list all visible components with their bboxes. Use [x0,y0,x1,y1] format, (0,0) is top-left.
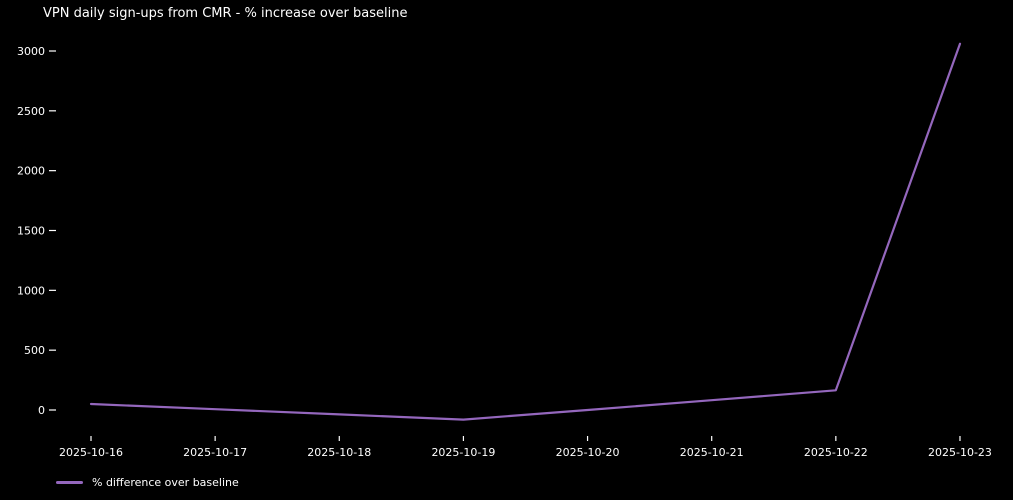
x-tick-label: 2025-10-22 [804,446,868,459]
y-tick-label: 500 [24,344,45,357]
y-tick-label: 2500 [17,105,45,118]
x-tick-label: 2025-10-21 [680,446,744,459]
legend: % difference over baseline [56,476,239,489]
y-tick-label: 0 [38,404,45,417]
legend-label: % difference over baseline [92,476,239,489]
x-tick-label: 2025-10-18 [307,446,371,459]
legend-line-swatch [56,481,83,484]
x-tick-label: 2025-10-19 [431,446,495,459]
y-tick-label: 2000 [17,165,45,178]
x-tick-label: 2025-10-20 [556,446,620,459]
y-tick-label: 1500 [17,225,45,238]
x-tick-label: 2025-10-23 [928,446,992,459]
x-tick-label: 2025-10-16 [59,446,123,459]
x-axis: 2025-10-16 2025-10-17 2025-10-18 2025-10-19… [59,436,992,459]
y-axis: 0 500 1000 1500 2000 2500 3000 [17,45,56,417]
x-tick-label: 2025-10-17 [183,446,247,459]
y-tick-label: 1000 [17,284,45,297]
chart-title: VPN daily sign-ups from CMR - % increase… [43,6,408,21]
y-tick-label: 3000 [17,45,45,58]
series-line [89,42,962,421]
